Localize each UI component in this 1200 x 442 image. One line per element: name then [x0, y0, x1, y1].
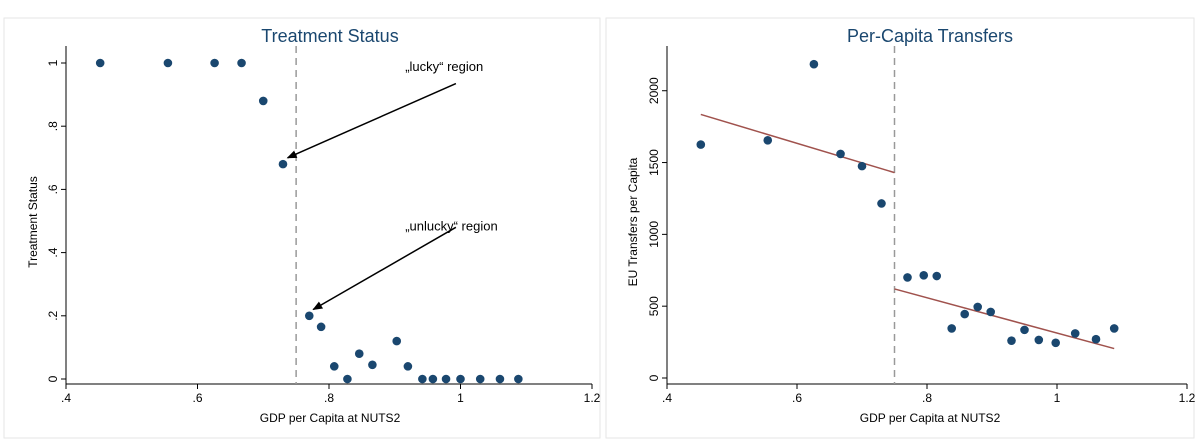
y-axis-ticks: 0 .2 .4 .6 .8 1 [46, 59, 66, 382]
data-point [1091, 334, 1101, 344]
x-tick-label: .8 [324, 391, 334, 405]
data-point [368, 360, 377, 370]
data-point [441, 374, 451, 384]
data-point [919, 271, 929, 280]
data-point [960, 309, 969, 319]
y-tick-label: .6 [46, 184, 60, 194]
chart-title: Treatment Status [261, 26, 398, 46]
y-axis-title: EU Transfers per Capita [626, 157, 640, 286]
data-point [278, 159, 288, 169]
data-point [428, 374, 438, 384]
y-axis-title: Treatment Status [26, 176, 40, 268]
data-point [696, 140, 706, 149]
data-point [456, 374, 465, 384]
data-point [304, 311, 314, 321]
fit-line [894, 288, 1115, 350]
data-point [836, 149, 845, 159]
x-tick-label: 1 [1054, 391, 1061, 405]
panel-frame [3, 17, 601, 439]
data-point [237, 58, 246, 68]
x-axis-ticks: .4 .6 .8 1 1.2 [61, 384, 601, 405]
x-axis-ticks: .4 .6 .8 1 1.2 [662, 384, 1196, 405]
data-point [932, 271, 942, 281]
annotation-arrow [312, 226, 457, 311]
data-point [1109, 324, 1119, 333]
data-point [495, 374, 505, 384]
x-axis-title: GDP per Capita at NUTS2 [260, 411, 401, 425]
data-point [354, 349, 364, 359]
data-point [329, 362, 339, 371]
y-tick-label: 1000 [647, 221, 661, 248]
y-tick-label: .2 [46, 310, 60, 320]
x-tick-label: .4 [662, 391, 672, 405]
x-tick-label: 1 [457, 391, 464, 405]
y-axis-ticks: 0 500 1000 1500 2000 [647, 77, 667, 381]
data-point [163, 58, 173, 68]
data-point [1034, 335, 1044, 345]
annotation-arrow [286, 82, 457, 159]
data-point [475, 374, 485, 384]
data-point [1051, 338, 1060, 348]
y-tick-label: 2000 [647, 77, 661, 104]
panel-frame [605, 17, 1195, 439]
x-tick-label: 1.2 [584, 391, 601, 405]
data-point [343, 374, 352, 384]
data-point [403, 362, 413, 371]
data-point [903, 273, 912, 282]
y-tick-label: 0 [647, 374, 661, 381]
y-tick-label: 0 [46, 375, 60, 382]
annotations: „lucky“ region „unlucky“ region [286, 59, 498, 311]
x-tick-label: 1.2 [1179, 391, 1196, 405]
data-point [986, 307, 995, 317]
y-tick-label: 1500 [647, 149, 661, 176]
data-point [763, 135, 773, 145]
y-tick-label: 1 [46, 59, 60, 66]
data-point [1070, 329, 1080, 338]
x-axis-title: GDP per Capita at NUTS2 [860, 411, 1001, 425]
data-point [857, 161, 867, 171]
data-point [392, 336, 402, 346]
data-point [877, 199, 886, 208]
per-capita-transfers-panel: Per-Capita Transfers .4 .6 .8 1 1.2 0 500 1000… [605, 17, 1196, 439]
annotation-label: „unlucky“ region [405, 218, 498, 233]
data-point [316, 322, 326, 332]
data-point [418, 374, 427, 384]
data-point [809, 59, 819, 69]
data-point [973, 302, 982, 312]
data-points [95, 58, 523, 384]
data-point [947, 324, 956, 333]
data-points [696, 59, 1119, 348]
x-tick-label: .4 [61, 391, 71, 405]
data-point [514, 374, 523, 384]
y-tick-label: 500 [647, 296, 661, 316]
y-tick-label: .8 [46, 121, 60, 131]
annotation-label: „lucky“ region [405, 59, 483, 74]
data-point [1007, 336, 1016, 345]
data-point [1020, 325, 1029, 335]
chart-title: Per-Capita Transfers [847, 26, 1013, 46]
x-tick-label: .6 [792, 391, 802, 405]
x-tick-label: .8 [922, 391, 932, 405]
data-point [95, 58, 105, 68]
y-tick-label: .4 [46, 247, 60, 257]
treatment-status-panel: Treatment Status .4 .6 .8 1 1.2 0 .2 .4 .6 .8 1 G… [3, 17, 601, 439]
x-tick-label: .6 [192, 391, 202, 405]
data-point [258, 96, 268, 106]
data-point [210, 58, 219, 68]
